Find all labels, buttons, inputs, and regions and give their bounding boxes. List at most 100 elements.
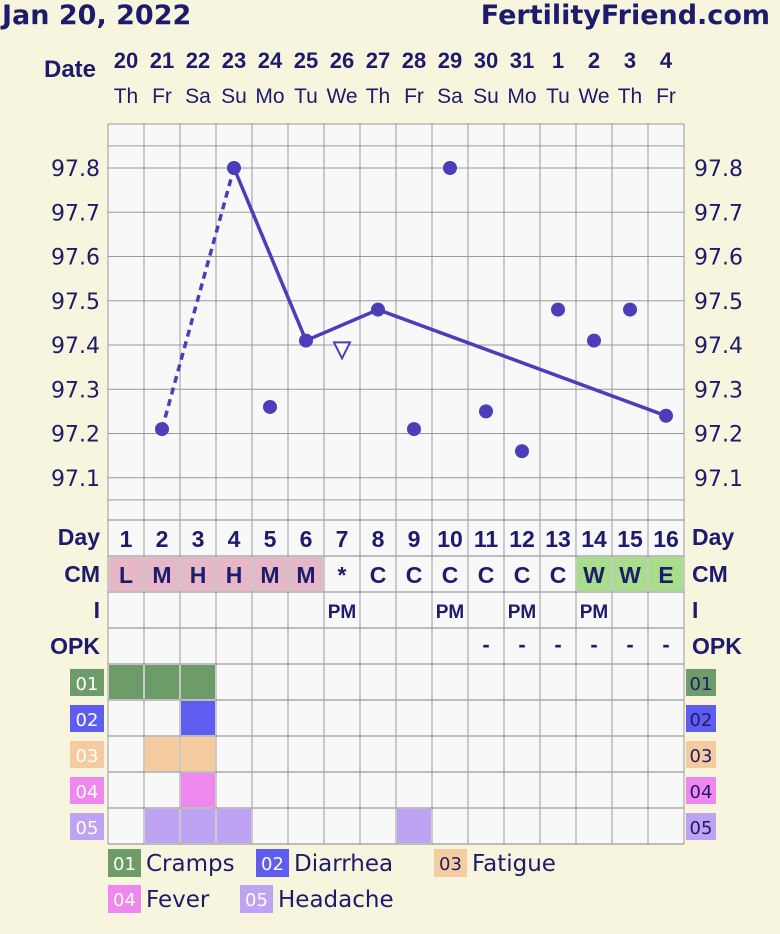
intercourse-value: PM bbox=[580, 602, 609, 623]
symptom-cell-01 bbox=[109, 665, 143, 699]
symptom-cell-01 bbox=[145, 665, 179, 699]
weekday-label: Tu bbox=[294, 85, 318, 108]
chart-date: Jan 20, 2022 bbox=[2, 0, 192, 31]
y-tick-label-right: 97.3 bbox=[694, 378, 743, 403]
opk-value: - bbox=[518, 632, 525, 657]
symptom-code-box-right bbox=[686, 669, 716, 696]
site-name: FertilityFriend.com bbox=[480, 0, 770, 31]
date-label: 23 bbox=[222, 48, 246, 73]
cm-value: W bbox=[619, 562, 641, 588]
intercourse-value: PM bbox=[508, 602, 537, 623]
symptom-code-box-right bbox=[686, 777, 716, 804]
cm-value: C bbox=[514, 562, 531, 588]
cm-value: C bbox=[442, 562, 459, 588]
temperature-point bbox=[407, 422, 421, 437]
cycle-day-label: 2 bbox=[156, 526, 169, 552]
opk-value: - bbox=[482, 632, 489, 657]
temperature-point bbox=[299, 333, 313, 348]
cycle-day-label: 4 bbox=[228, 526, 241, 552]
temperature-line-segment bbox=[377, 307, 667, 418]
date-label: 20 bbox=[114, 48, 138, 73]
legend-code: 04 bbox=[113, 890, 136, 911]
cm-value: H bbox=[226, 562, 243, 588]
symptom-code-box-left bbox=[70, 777, 104, 804]
date-label: 26 bbox=[330, 48, 354, 73]
symptom-cell-02 bbox=[181, 701, 215, 735]
legend-code-box bbox=[240, 885, 273, 913]
symptom-cell-05 bbox=[217, 809, 251, 843]
legend-name: Fever bbox=[146, 887, 210, 913]
y-tick-label-right: 97.8 bbox=[694, 157, 743, 182]
weekday-label: We bbox=[326, 85, 357, 108]
cycle-day-label: 12 bbox=[509, 526, 535, 552]
cycle-day-label: 14 bbox=[581, 526, 607, 552]
weekday-label: Th bbox=[618, 85, 643, 108]
cm-cell-fill bbox=[577, 557, 611, 591]
weekday-label: Tu bbox=[546, 85, 570, 108]
cycle-day-label: 1 bbox=[120, 526, 133, 552]
temperature-line-segment bbox=[232, 167, 308, 342]
cycle-day-label: 9 bbox=[408, 526, 421, 552]
y-tick-label-left: 97.8 bbox=[51, 157, 100, 182]
cm-value: H bbox=[190, 562, 207, 588]
y-tick-label-right: 97.5 bbox=[694, 290, 743, 315]
symptom-code-box-left bbox=[70, 669, 104, 696]
date-label: 28 bbox=[402, 48, 426, 73]
legend-name: Headache bbox=[278, 887, 394, 913]
legend-name: Cramps bbox=[146, 851, 235, 877]
cycle-day-label: 6 bbox=[300, 526, 313, 552]
cm-value: C bbox=[370, 562, 387, 588]
temperature-point bbox=[263, 399, 277, 414]
cycle-day-label: 8 bbox=[372, 526, 385, 552]
date-label: 2 bbox=[588, 48, 600, 73]
symptom-code-left: 02 bbox=[76, 710, 99, 731]
i-row-label-left: I bbox=[94, 597, 100, 623]
temperature-point bbox=[155, 422, 169, 437]
day-row-label-left: Day bbox=[58, 524, 100, 550]
y-tick-label-left: 97.4 bbox=[51, 334, 100, 359]
cycle-day-label: 15 bbox=[617, 526, 643, 552]
cm-cell-fill bbox=[253, 557, 287, 591]
cm-value: * bbox=[338, 562, 347, 588]
date-label: 30 bbox=[474, 48, 498, 73]
y-tick-label-left: 97.3 bbox=[51, 378, 100, 403]
date-label: 22 bbox=[186, 48, 210, 73]
legend-code: 03 bbox=[439, 854, 462, 875]
y-tick-label-right: 97.2 bbox=[694, 423, 743, 448]
date-label: 29 bbox=[438, 48, 462, 73]
symptom-code-left: 03 bbox=[76, 746, 99, 767]
symptom-code-right: 03 bbox=[690, 746, 713, 767]
temperature-point bbox=[227, 161, 241, 175]
opk-row-label-left: OPK bbox=[50, 633, 100, 659]
cycle-day-label: 7 bbox=[336, 526, 349, 552]
weekday-label: Mo bbox=[507, 85, 536, 108]
weekday-label: Mo bbox=[255, 85, 284, 108]
symptom-code-right: 02 bbox=[690, 710, 713, 731]
symptom-cell-05 bbox=[145, 809, 179, 843]
date-label: 25 bbox=[294, 48, 318, 73]
cm-cell-fill bbox=[289, 557, 323, 591]
cm-row-label-left: CM bbox=[64, 561, 100, 587]
symptom-code-right: 04 bbox=[690, 782, 713, 803]
y-tick-label-left: 97.5 bbox=[51, 290, 100, 315]
date-label: 24 bbox=[258, 48, 283, 73]
temperature-point-open bbox=[332, 341, 352, 361]
opk-row-label-right: OPK bbox=[692, 633, 742, 659]
legend-code-box bbox=[256, 849, 289, 877]
weekday-label: Fr bbox=[404, 85, 424, 108]
date-label: 3 bbox=[624, 48, 636, 73]
y-tick-label-right: 97.6 bbox=[694, 246, 743, 271]
symptom-code-box-right bbox=[686, 705, 716, 732]
cm-cell-fill bbox=[613, 557, 647, 591]
symptom-code-left: 01 bbox=[76, 674, 99, 695]
cm-cell-fill bbox=[109, 557, 143, 591]
date-label: 27 bbox=[366, 48, 390, 73]
temperature-point bbox=[659, 408, 673, 423]
legend-code: 01 bbox=[113, 854, 136, 875]
cm-value: W bbox=[583, 562, 605, 588]
symptom-cell-01 bbox=[181, 665, 215, 699]
weekday-label: Su bbox=[221, 85, 247, 108]
cycle-day-label: 16 bbox=[653, 526, 679, 552]
cm-cell-fill bbox=[145, 557, 179, 591]
